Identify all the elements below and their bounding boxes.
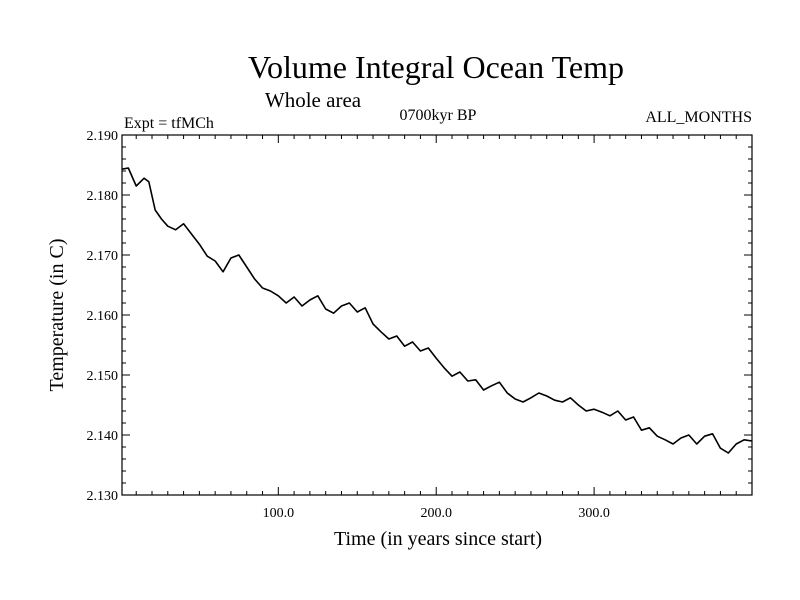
y-tick-label: 2.140 [87,429,119,444]
chart-subtitle: Whole area [265,88,362,112]
x-axis-label: Time (in years since start) [334,528,542,550]
experiment-label: Expt = tfMCh [124,115,214,132]
months-label: ALL_MONTHS [645,109,752,126]
y-axis-label: Temperature (in C) [46,239,68,392]
y-tick-label: 2.170 [87,249,119,264]
y-tick-label: 2.160 [87,309,119,324]
y-tick-label: 2.150 [87,369,119,384]
y-tick-label: 2.180 [87,189,119,204]
axis-tick-labels: 100.0 200.0 300.0 2.130 2.140 2.150 2.160 2.170… [87,129,610,521]
y-tick-label: 2.190 [87,129,119,144]
axis-ticks [122,135,752,495]
series-line [121,167,753,454]
chart-title: Volume Integral Ocean Temp [248,49,624,85]
plot-frame [121,134,753,496]
x-tick-label: 100.0 [263,506,295,521]
x-tick-label: 200.0 [420,506,452,521]
period-label: 0700kyr BP [400,107,477,124]
x-tick-label: 300.0 [578,506,610,521]
y-tick-label: 2.130 [87,489,119,504]
